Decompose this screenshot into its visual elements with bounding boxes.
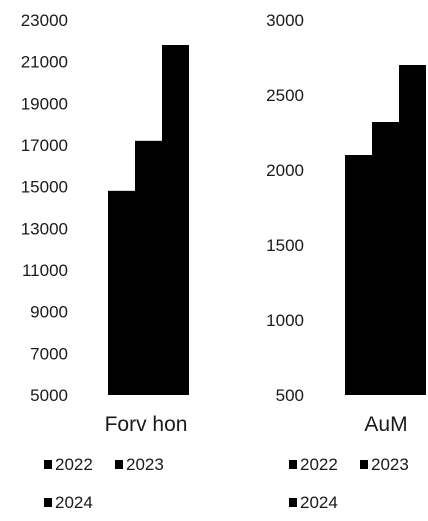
- y-tick-label: 2500: [266, 86, 304, 105]
- y-tick-label: 17000: [21, 136, 68, 155]
- bar-2023: [372, 122, 399, 395]
- bar-2022: [345, 155, 372, 395]
- y-tick-label: 500: [276, 386, 304, 405]
- bar-2022: [108, 190, 135, 395]
- legend-swatch-2023: [115, 460, 123, 469]
- bar-2024: [399, 65, 426, 395]
- legend-swatch-2022: [289, 460, 297, 469]
- bar-2024: [162, 45, 189, 395]
- y-tick-label: 19000: [21, 94, 68, 113]
- legend-swatch-2023: [360, 460, 368, 469]
- y-tick-label: 11000: [22, 261, 68, 280]
- y-tick-label: 7000: [30, 344, 68, 363]
- y-tick-label: 9000: [30, 303, 68, 322]
- bar-2023: [135, 140, 162, 395]
- legend-label-2022: 2022: [300, 455, 338, 474]
- legend-label-2023: 2023: [371, 455, 409, 474]
- legend-label-2022: 2022: [55, 455, 93, 474]
- legend-swatch-2024: [44, 498, 52, 507]
- legend-swatch-2022: [44, 460, 52, 469]
- y-tick-label: 13000: [21, 219, 68, 238]
- y-tick-label: 3000: [266, 11, 304, 30]
- y-tick-label: 1500: [266, 236, 304, 255]
- category-label: AuM: [364, 413, 407, 436]
- legend-label-2023: 2023: [126, 455, 164, 474]
- legend-label-2024: 2024: [300, 493, 338, 512]
- y-tick-label: 5000: [30, 386, 68, 405]
- y-tick-label: 21000: [21, 53, 68, 72]
- y-tick-label: 23000: [21, 11, 68, 30]
- y-tick-label: 15000: [21, 178, 68, 197]
- legend-label-2024: 2024: [55, 493, 93, 512]
- y-tick-label: 2000: [266, 161, 304, 180]
- legend-swatch-2024: [289, 498, 297, 507]
- y-tick-label: 1000: [266, 311, 304, 330]
- category-label: Forv hon: [105, 413, 188, 436]
